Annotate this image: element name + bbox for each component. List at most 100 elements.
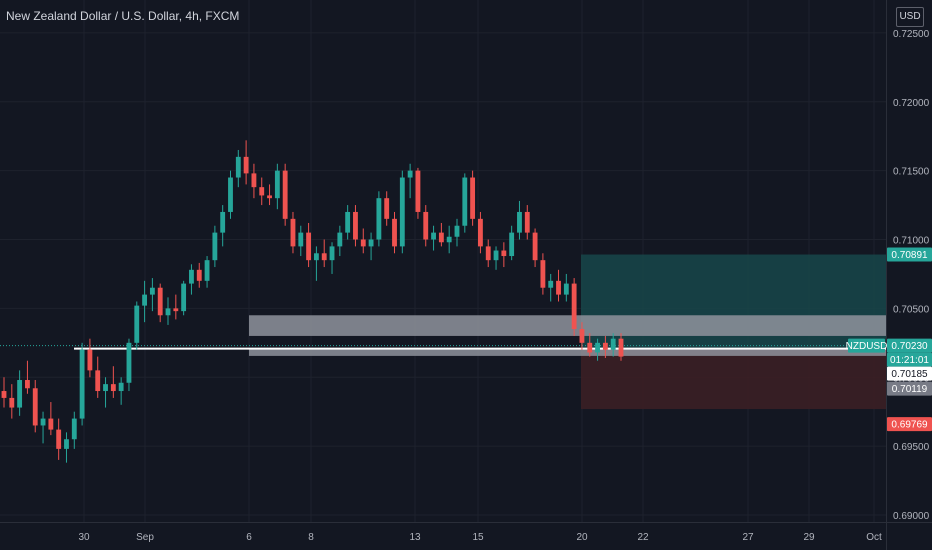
candle: [517, 200, 522, 240]
candle-body: [563, 283, 569, 295]
candle: [32, 380, 38, 433]
candle-body: [95, 370, 101, 392]
symbol-label-bg: [848, 338, 885, 353]
candle-body: [431, 232, 436, 240]
candle-body: [118, 382, 124, 392]
candle-body: [524, 211, 530, 233]
countdown-label-text: 01:21:01: [890, 355, 929, 366]
candle: [212, 225, 218, 268]
candle: [165, 297, 171, 325]
candle: [438, 222, 444, 247]
candle: [149, 278, 155, 312]
candle: [524, 205, 530, 240]
candle: [56, 418, 62, 460]
x-tick-label: 8: [308, 532, 314, 543]
target-price-label-text: 0.70891: [891, 250, 928, 261]
candle-body: [321, 253, 327, 261]
candle: [9, 384, 15, 419]
candle-body: [493, 250, 499, 261]
candle: [360, 228, 366, 254]
x-tick-label: 13: [409, 532, 421, 543]
candle: [126, 338, 132, 392]
candle-body: [509, 232, 515, 257]
candle: [407, 163, 413, 199]
candle: [267, 184, 272, 206]
x-tick-label: 6: [246, 532, 252, 543]
candle-body: [290, 218, 296, 247]
candle-body: [40, 418, 46, 426]
candle: [157, 283, 163, 323]
candle-body: [556, 280, 561, 295]
candle: [220, 205, 226, 247]
x-tick-label: 22: [637, 532, 649, 543]
candle: [17, 370, 23, 416]
candle-body: [235, 156, 241, 178]
candle: [204, 256, 210, 288]
candle: [110, 366, 116, 398]
current-price-label-text: 0.70230: [891, 341, 928, 352]
current-price-label: 0.70230: [887, 338, 932, 353]
candle: [71, 411, 77, 449]
candle-body: [517, 211, 522, 233]
candle-body: [220, 211, 226, 233]
candle-body: [149, 287, 155, 295]
candle: [423, 205, 429, 247]
candle-body: [368, 239, 374, 247]
candle: [563, 273, 569, 302]
candle-body: [579, 329, 585, 343]
current-price-label-bg: [887, 338, 932, 353]
x-tick-label: 15: [472, 532, 484, 543]
candle-body: [446, 236, 452, 243]
candle-body: [477, 218, 483, 247]
candle: [477, 211, 483, 254]
candle: [602, 335, 608, 358]
candle-body: [64, 439, 69, 449]
candle: [532, 228, 538, 268]
candle-body: [181, 283, 187, 312]
candle-body: [259, 187, 265, 196]
countdown-label-bg: [887, 352, 932, 367]
candle: [587, 333, 593, 357]
candle-body: [306, 232, 312, 261]
candle: [454, 218, 460, 247]
candle-body: [360, 239, 366, 247]
candle: [259, 177, 265, 206]
candle-body: [501, 250, 507, 257]
candle-body: [470, 177, 476, 219]
x-tick-label: Oct: [866, 532, 882, 543]
candle-body: [25, 380, 30, 389]
candle-body: [87, 349, 93, 371]
stop-price-label: 0.69769: [887, 417, 932, 432]
y-tick-label: 0.69500: [893, 442, 930, 453]
candle: [470, 170, 476, 226]
candle: [579, 322, 585, 350]
candle-body: [532, 232, 538, 261]
candle: [306, 222, 312, 268]
candle: [282, 163, 288, 226]
symbol-label: NZDUSD: [846, 338, 887, 353]
candle: [79, 342, 85, 426]
level-price-label-bg: [887, 381, 932, 396]
candle: [399, 170, 405, 254]
candle-body: [17, 380, 23, 408]
candle-body: [173, 308, 179, 312]
candle-body: [392, 218, 397, 247]
level-price-label-text: 0.70119: [892, 384, 928, 395]
x-tick-label: 20: [576, 532, 588, 543]
candle-body: [134, 305, 140, 343]
candle: [337, 225, 343, 257]
candle: [40, 411, 46, 444]
candle: [235, 149, 241, 188]
x-tick-label: 29: [803, 532, 815, 543]
countdown-label: 01:21:01: [887, 352, 932, 367]
candle: [446, 225, 452, 254]
candle: [618, 333, 624, 361]
currency-button[interactable]: USD: [896, 7, 924, 27]
candle-body: [618, 338, 624, 357]
candle-body: [79, 349, 85, 419]
candle-body: [282, 170, 288, 219]
level-price-label: 0.70119: [887, 381, 932, 396]
candle-body: [313, 253, 319, 261]
candle-body: [587, 342, 593, 353]
